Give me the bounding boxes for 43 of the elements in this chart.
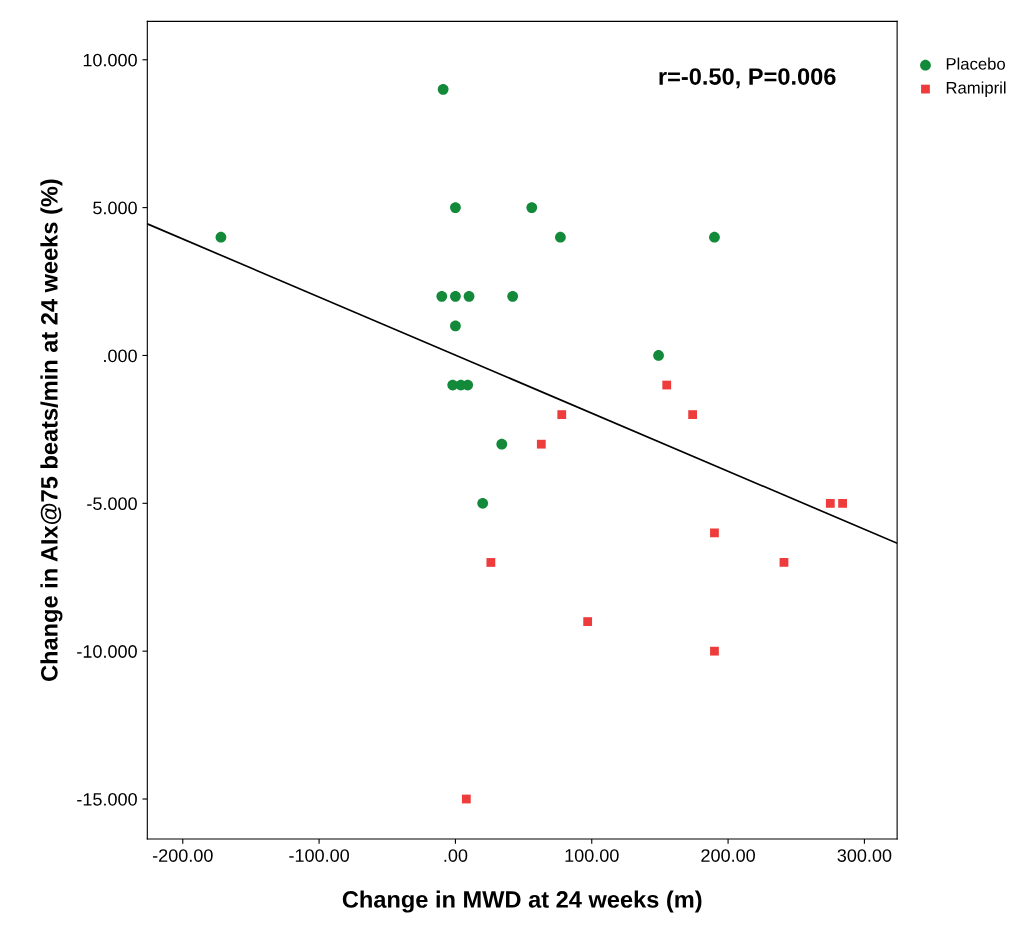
point xyxy=(463,290,475,302)
point xyxy=(450,290,461,302)
legend-label: Placebo xyxy=(946,57,1005,70)
point xyxy=(779,558,789,567)
y-tick-label: -10.000 xyxy=(77,645,137,658)
point xyxy=(825,498,835,508)
y-tick-label: -15.000 xyxy=(77,792,137,806)
point xyxy=(555,231,566,243)
point xyxy=(450,320,461,332)
point xyxy=(436,290,448,302)
x-tick-label: .00 xyxy=(444,849,468,862)
y-tick-label: -5.000 xyxy=(87,497,137,511)
y-axis-title: Change in AIx@75 beats/min at 24 weeks (%) xyxy=(40,179,63,681)
point xyxy=(710,528,719,538)
point xyxy=(477,497,489,509)
point xyxy=(688,410,698,419)
x-tick-label: 100.00 xyxy=(565,849,619,862)
point xyxy=(653,350,664,361)
x-tick-label: -100.00 xyxy=(289,849,350,862)
point xyxy=(557,410,567,419)
x-axis-title: Change in MWD at 24 weeks (m) xyxy=(342,890,702,913)
y-tick-label: 10.000 xyxy=(83,53,137,67)
point xyxy=(507,290,519,302)
point xyxy=(450,202,461,213)
point xyxy=(710,646,719,656)
point xyxy=(526,202,538,213)
point xyxy=(437,83,449,95)
point xyxy=(838,498,847,508)
point xyxy=(461,794,471,804)
x-tick-label: 300.00 xyxy=(837,849,892,862)
x-tick-label: 200.00 xyxy=(701,849,755,862)
point xyxy=(662,380,672,390)
point xyxy=(536,439,546,449)
point xyxy=(709,231,720,243)
x-tick-label: -200.00 xyxy=(152,849,213,862)
y-tick-label: .000 xyxy=(104,349,137,363)
legend-label: Ramipril xyxy=(946,81,1006,97)
point xyxy=(583,617,593,626)
annotation: r=-0.50, P=0.006 xyxy=(659,68,836,89)
point xyxy=(215,231,227,243)
point xyxy=(486,558,496,567)
y-tick-label: 5.000 xyxy=(93,201,137,215)
point xyxy=(496,438,508,450)
